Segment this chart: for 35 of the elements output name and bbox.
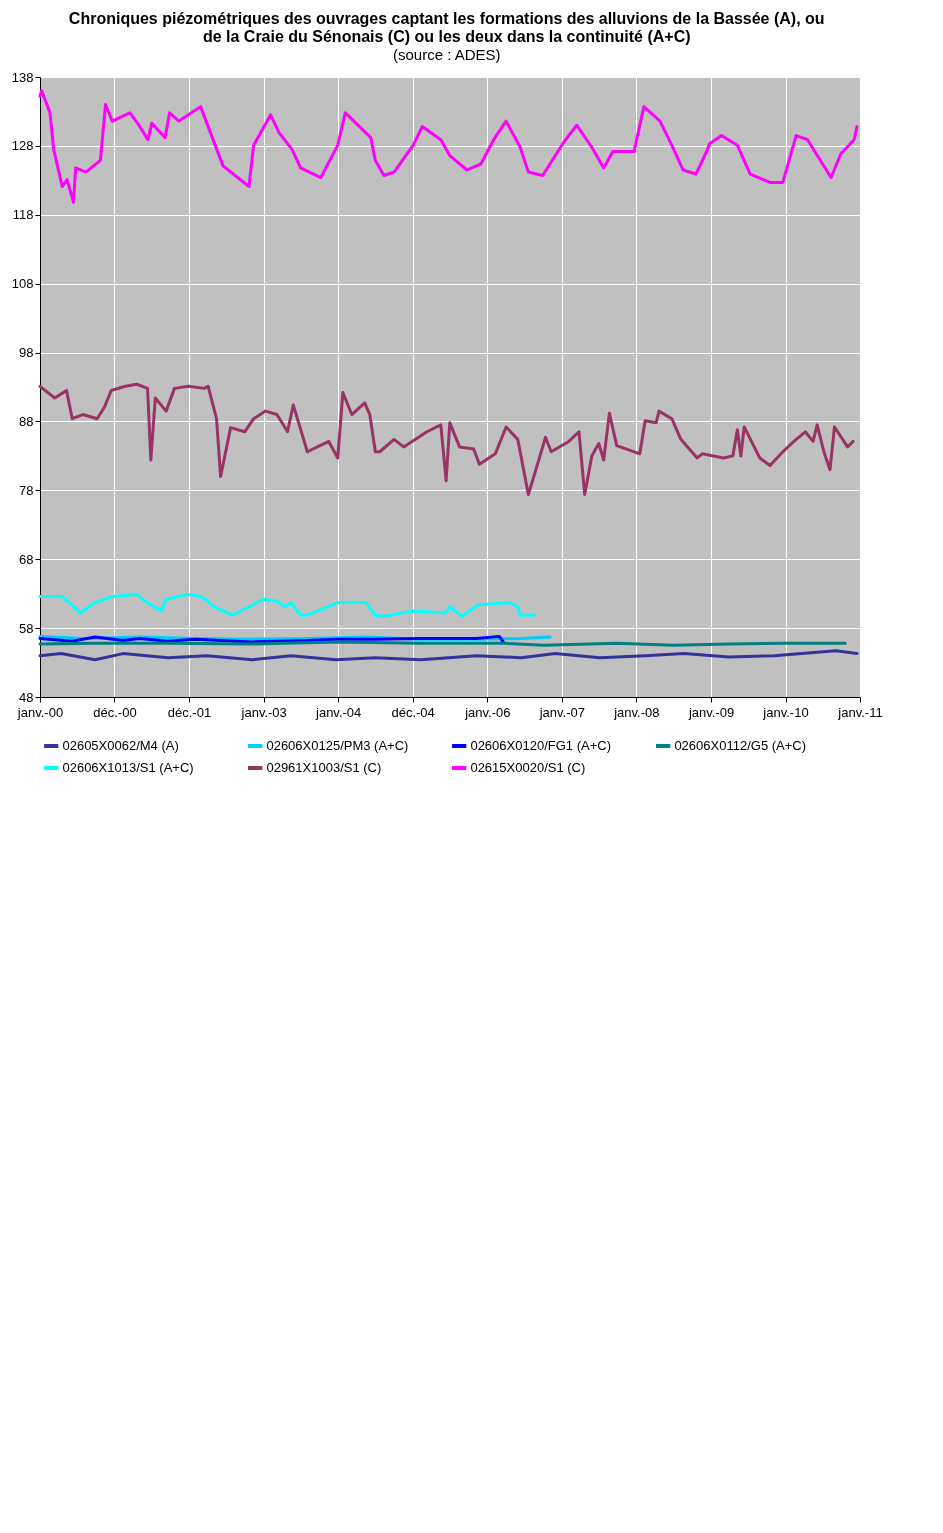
legend-label: 02606X1013/S1 (A+C) [62,760,194,775]
legend-label: 02606X0112/G5 (A+C) [674,738,807,753]
y-tick-label: 108 [11,276,34,292]
y-tick-label: 78 [19,482,34,498]
x-tick-label: janv.-04 [315,704,362,720]
x-tick-label: janv.-08 [613,704,660,720]
chart-subtitle: (source : ADES) [392,45,501,63]
x-tick-label: janv.-00 [16,704,64,720]
y-tick-label: 68 [19,551,34,567]
y-tick-label: 48 [19,689,34,705]
x-tick-label: janv.-06 [464,704,511,720]
line-series [38,649,859,662]
chart-title: Chroniques piézométriques des ouvrages captant les formations des alluvions de la Bassée (A), ou de la Craie du Sénonais (C) ou les deux dans la continuité (A+C) [68,9,825,45]
line-series [38,89,859,204]
y-tick-label: 98 [19,345,34,361]
y-tick-label: 88 [19,413,34,429]
y-tick-label: 128 [11,138,34,154]
x-tick-label: janv.-11 [837,704,883,720]
legend-label: 02961X1003/S1 (C) [266,760,382,775]
x-tick-label: janv.-09 [687,704,735,720]
line-series [38,592,536,618]
legend-label: 02606X0120/FG1 (A+C) [470,738,611,753]
x-tick-label: janv.-03 [240,704,287,720]
y-tick-label: 138 [11,69,34,85]
x-tick-label: déc.-04 [391,704,435,720]
y-tick-label: 118 [12,207,34,223]
x-tick-label: janv.-10 [762,704,809,720]
legend-label: 02606X0125/PM3 (A+C) [266,738,409,753]
x-tick-label: déc.-00 [93,704,137,720]
legend-label: 02615X0020/S1 (C) [470,760,586,775]
y-tick-label: 58 [19,620,34,636]
x-tick-label: déc.-01 [167,704,212,720]
line-series [38,382,855,496]
legend-label: 02605X0062/M4 (A) [62,738,179,753]
x-tick-label: janv.-07 [538,704,585,720]
